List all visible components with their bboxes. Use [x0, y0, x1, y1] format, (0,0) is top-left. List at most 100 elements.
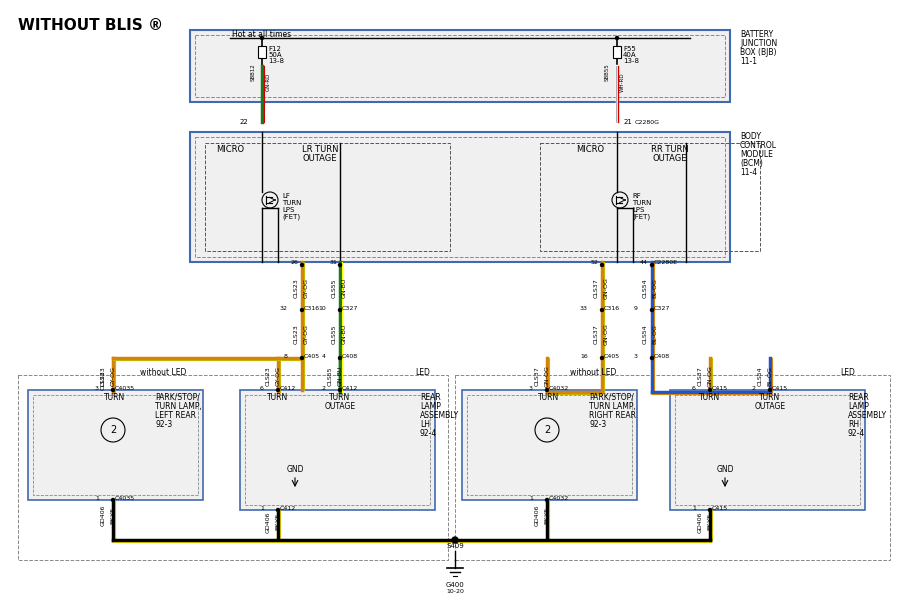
Text: GN-OG: GN-OG — [707, 365, 713, 387]
Text: BODY: BODY — [740, 132, 761, 141]
Text: C4032: C4032 — [549, 386, 569, 390]
Text: (FET): (FET) — [282, 214, 301, 220]
Circle shape — [301, 309, 303, 312]
Text: 92-3: 92-3 — [155, 420, 173, 429]
Text: MICRO: MICRO — [216, 145, 244, 154]
Text: 3: 3 — [634, 354, 638, 359]
Text: GD406: GD406 — [265, 511, 271, 533]
Text: C4035: C4035 — [115, 495, 135, 500]
Text: LAMP: LAMP — [848, 402, 869, 411]
Text: C412: C412 — [342, 386, 359, 390]
Text: CLS23: CLS23 — [265, 366, 271, 386]
Text: OUTAGE: OUTAGE — [324, 402, 356, 411]
Text: TURN LAMP,: TURN LAMP, — [155, 402, 202, 411]
Bar — [18, 375, 448, 560]
Text: CLS37: CLS37 — [697, 366, 703, 386]
Text: C415: C415 — [772, 386, 788, 390]
Text: S409: S409 — [446, 543, 464, 549]
Text: C408: C408 — [654, 354, 670, 359]
Circle shape — [768, 389, 772, 392]
Text: TURN: TURN — [538, 393, 559, 402]
Text: CLS23: CLS23 — [293, 278, 299, 298]
Text: 1: 1 — [692, 506, 696, 511]
Text: LAMP: LAMP — [420, 402, 441, 411]
Text: TURN: TURN — [759, 393, 781, 402]
Text: CLS55: CLS55 — [331, 325, 337, 344]
Text: LH: LH — [420, 420, 430, 429]
Text: 2: 2 — [544, 425, 550, 435]
Text: RH: RH — [848, 420, 859, 429]
Text: CLS37: CLS37 — [594, 278, 598, 298]
Text: GY-OG: GY-OG — [275, 366, 281, 386]
Text: REAR: REAR — [848, 393, 869, 402]
Text: 31: 31 — [329, 260, 337, 265]
Text: 92-3: 92-3 — [589, 420, 607, 429]
Text: GND: GND — [286, 465, 304, 474]
Text: BK-YE: BK-YE — [545, 506, 549, 523]
Circle shape — [650, 356, 654, 359]
Text: C2280E: C2280E — [654, 260, 678, 265]
Circle shape — [650, 309, 654, 312]
Text: 92-4: 92-4 — [420, 429, 438, 438]
Circle shape — [708, 509, 712, 512]
Text: 3: 3 — [529, 386, 533, 390]
Bar — [613, 46, 621, 58]
Text: GN-OG: GN-OG — [545, 365, 549, 387]
Circle shape — [261, 37, 263, 40]
Text: PARK/STOP/: PARK/STOP/ — [589, 393, 634, 402]
Text: C327: C327 — [654, 306, 670, 310]
Text: BK-YE: BK-YE — [111, 506, 115, 523]
Circle shape — [546, 389, 548, 392]
Text: ASSEMBLY: ASSEMBLY — [848, 411, 887, 420]
Bar — [195, 137, 725, 257]
Text: 21: 21 — [624, 119, 633, 125]
Bar — [675, 395, 860, 505]
Circle shape — [277, 389, 280, 392]
Text: CLS37: CLS37 — [535, 366, 539, 386]
Text: 26: 26 — [291, 260, 298, 265]
Text: TURN: TURN — [104, 393, 125, 402]
Text: GD406: GD406 — [535, 504, 539, 526]
Circle shape — [708, 389, 712, 392]
Text: CLS23: CLS23 — [293, 324, 299, 344]
Bar — [670, 390, 865, 510]
Text: GD406: GD406 — [101, 504, 105, 526]
Text: CLS54: CLS54 — [643, 278, 647, 298]
Text: 11-1: 11-1 — [740, 57, 757, 66]
Bar — [190, 132, 730, 262]
Text: 92-4: 92-4 — [848, 429, 865, 438]
Text: CLS54: CLS54 — [643, 324, 647, 344]
Text: 9: 9 — [634, 306, 638, 310]
Text: WITHOUT BLIS ®: WITHOUT BLIS ® — [18, 18, 163, 33]
Text: F12: F12 — [268, 46, 281, 52]
Text: 4: 4 — [322, 354, 326, 359]
Bar — [240, 390, 435, 510]
Text: C4035: C4035 — [115, 386, 135, 390]
Text: LEFT REAR: LEFT REAR — [155, 411, 196, 420]
Text: 22: 22 — [239, 119, 248, 125]
Text: 1: 1 — [95, 495, 99, 500]
Text: 8: 8 — [284, 354, 288, 359]
Text: BATTERY: BATTERY — [740, 30, 773, 39]
Text: 1: 1 — [260, 506, 264, 511]
Text: Hot at all times: Hot at all times — [232, 30, 291, 39]
Text: 10-20: 10-20 — [446, 589, 464, 594]
Text: OUTAGE: OUTAGE — [755, 402, 785, 411]
Circle shape — [112, 389, 114, 392]
Text: REAR: REAR — [420, 393, 440, 402]
Text: (BCM): (BCM) — [740, 159, 763, 168]
Text: JUNCTION: JUNCTION — [740, 39, 777, 48]
Text: PARK/STOP/: PARK/STOP/ — [155, 393, 200, 402]
Text: 11-4: 11-4 — [740, 168, 757, 177]
Circle shape — [339, 389, 341, 392]
Bar — [28, 390, 203, 500]
Bar — [462, 390, 637, 500]
Text: GN-RD: GN-RD — [265, 73, 271, 91]
Text: G400: G400 — [446, 582, 464, 588]
Text: TURN LAMP,: TURN LAMP, — [589, 402, 636, 411]
Circle shape — [277, 509, 280, 512]
Text: GN-BU: GN-BU — [341, 278, 347, 298]
Text: RR TURN: RR TURN — [651, 145, 689, 154]
Circle shape — [112, 498, 114, 501]
Bar — [540, 143, 760, 251]
